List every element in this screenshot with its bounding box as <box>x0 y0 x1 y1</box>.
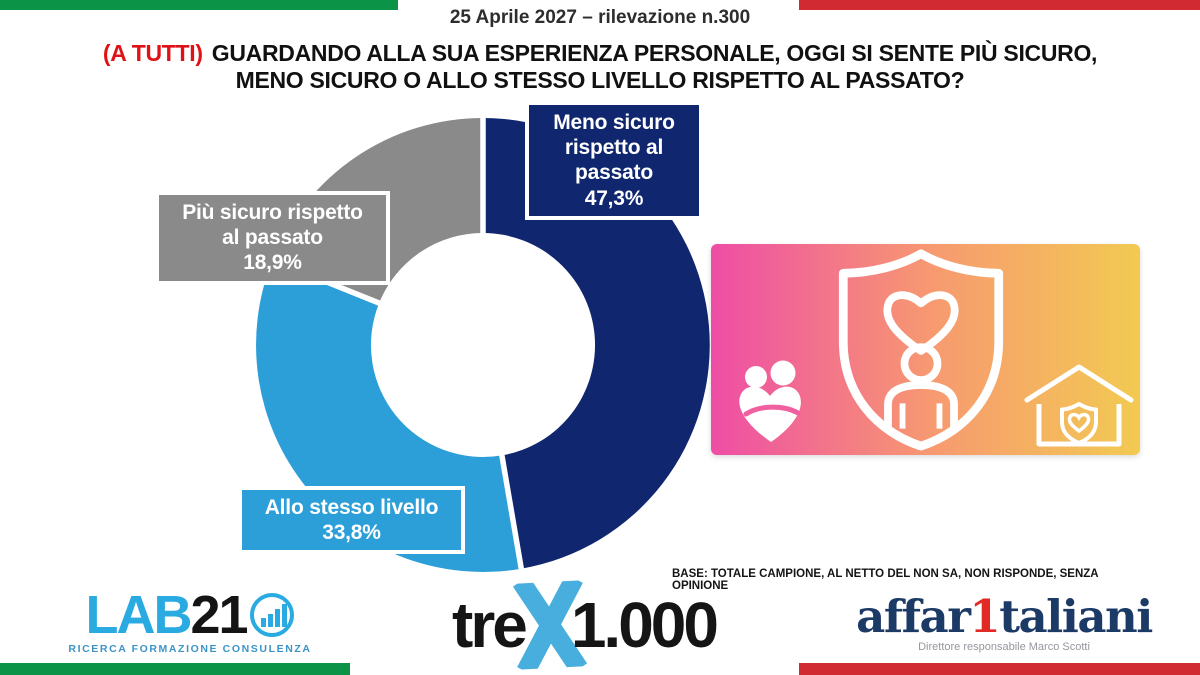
trex-part2: 1.000 <box>570 589 719 661</box>
callout-line: al passato <box>222 226 323 250</box>
lab21-word-black: 21 <box>190 585 248 645</box>
base-note: BASE: TOTALE CAMPIONE, AL NETTO DEL NON … <box>672 568 1099 592</box>
header-survey-label: – rilevazione n. <box>576 7 719 28</box>
callout-line: Meno sicuro <box>553 111 675 134</box>
lab21-tagline: RICERCA FORMAZIONE CONSULENZA <box>68 643 312 655</box>
affaritaliani-wordmark: affar1taliani <box>818 594 1190 639</box>
trex1000-logo: tre 1.000 <box>452 580 719 670</box>
house-heart-icon <box>1024 364 1134 447</box>
flag-green-bar-top <box>0 0 398 10</box>
flag-red-bar-top <box>799 0 1200 10</box>
callout-value: 47,3% <box>584 186 644 210</box>
callout-meno-sicuro: Meno sicuro rispetto al passato 47,3% <box>525 101 703 220</box>
callout-value: 18,9% <box>243 251 302 275</box>
family-heart-icon <box>739 360 801 442</box>
affaritaliani-subtitle: Direttore responsabile Marco Scotti <box>918 641 1090 653</box>
lab21-word-blue: LAB <box>85 585 192 645</box>
affari-part2: taliani <box>999 590 1153 643</box>
affari-part1: affar <box>856 590 971 643</box>
callout-piu-sicuro: Più sicuro rispetto al passato 18,9% <box>155 191 390 285</box>
callout-value: 33,8% <box>322 521 381 545</box>
question-line2: MENO SICURO O ALLO STESSO LIVELLO RISPET… <box>235 67 965 94</box>
header-survey-number: 300 <box>718 7 751 28</box>
header-date: 25 Aprile 2027 <box>449 7 577 28</box>
callout-stesso-livello: Allo stesso livello 33,8% <box>238 486 465 555</box>
blue-x-mark <box>512 580 587 670</box>
question-audience-tag: (A TUTTI) <box>102 40 203 66</box>
lab21-logo: LAB 21 RICERCA FORMAZIONE CONSULENZA <box>60 588 320 655</box>
question-line1-text: GUARDANDO ALLA SUA ESPERIENZA PERSONALE,… <box>211 40 1098 66</box>
donut-segment-separator <box>498 450 525 573</box>
flag-green-bar-bottom <box>0 663 350 675</box>
callout-line: Allo stesso livello <box>264 496 439 519</box>
donut-segment-0 <box>483 118 710 569</box>
flag-red-bar-bottom <box>799 663 1200 675</box>
callout-line: rispetto al <box>564 136 664 160</box>
safety-illustration <box>711 244 1140 455</box>
question-line1: (A TUTTI) GUARDANDO ALLA SUA ESPERIENZA P… <box>0 40 1200 67</box>
trex-part1: tre <box>452 589 528 661</box>
affari-red-one: 1 <box>969 590 1000 643</box>
affaritaliani-logo: affar1taliani Direttore responsabile Mar… <box>818 594 1190 653</box>
shield-person-heart-icon <box>838 249 1004 451</box>
callout-line: Più sicuro rispetto <box>182 201 363 224</box>
question: (A TUTTI) GUARDANDO ALLA SUA ESPERIENZA P… <box>0 40 1200 94</box>
callout-line: passato <box>575 161 653 185</box>
bar-chart-circle-icon <box>249 593 294 637</box>
header: 25 Aprile 2027 – rilevazione n.300 <box>0 7 1200 29</box>
lab21-wordmark: LAB 21 <box>60 588 320 642</box>
